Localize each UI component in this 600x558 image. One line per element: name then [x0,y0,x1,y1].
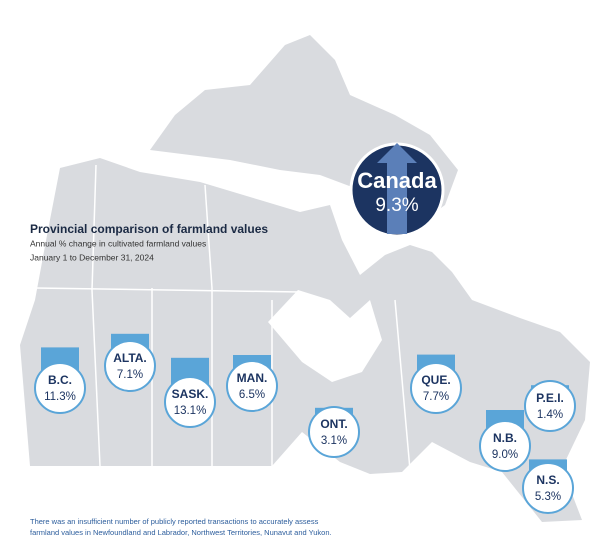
province-name: B.C. [48,373,72,387]
province-value: 7.1% [117,369,143,381]
border [91,289,101,467]
province-markers: B.C. 11.3% ALTA. 7.1% SASK. 13.1% MAN. 6.5% ONT.… [34,333,576,514]
province-name: SASK. [172,387,209,401]
province-circle [104,340,156,392]
province-value: 6.5% [239,389,265,401]
province-name: P.E.I. [536,391,564,405]
title: Provincial comparison of farmland values [30,222,268,236]
province-circle [226,360,278,412]
province-value: 3.1% [321,435,347,447]
province-name: ONT. [320,417,347,431]
province-name: N.S. [536,473,559,487]
province-value: 11.3% [44,391,76,403]
province-circle [164,376,216,428]
border [394,299,411,471]
province-value: 9.0% [492,449,518,461]
subtitle: Annual % change in cultivated farmland v… [30,238,206,248]
up-arrow [377,143,417,234]
province-value: 5.3% [535,491,561,503]
national-name: Canada [357,168,437,193]
footnote: There was an insufficient number of publ… [30,517,319,526]
province-value: 13.1% [174,405,207,417]
province-circle [308,406,360,458]
province-circle [524,380,576,432]
province-name: MAN. [237,371,268,385]
period: January 1 to December 31, 2024 [30,252,154,262]
province-value: 7.7% [423,391,449,403]
province-name: ALTA. [113,351,147,365]
province-value: 1.4% [537,409,563,421]
province-circle [34,362,86,414]
province-name: N.B. [493,431,517,445]
national-value: 9.3% [375,195,418,216]
hudson-bay [268,290,382,382]
border [204,184,213,289]
province-circle [522,462,574,514]
national-badge: Canada 9.3% [349,142,445,238]
footnote: farmland values in Newfoundland and Labr… [30,528,332,537]
border [91,164,97,291]
province-circle [410,362,462,414]
province-circle [479,420,531,472]
border [34,287,301,293]
province-name: QUE. [421,373,450,387]
